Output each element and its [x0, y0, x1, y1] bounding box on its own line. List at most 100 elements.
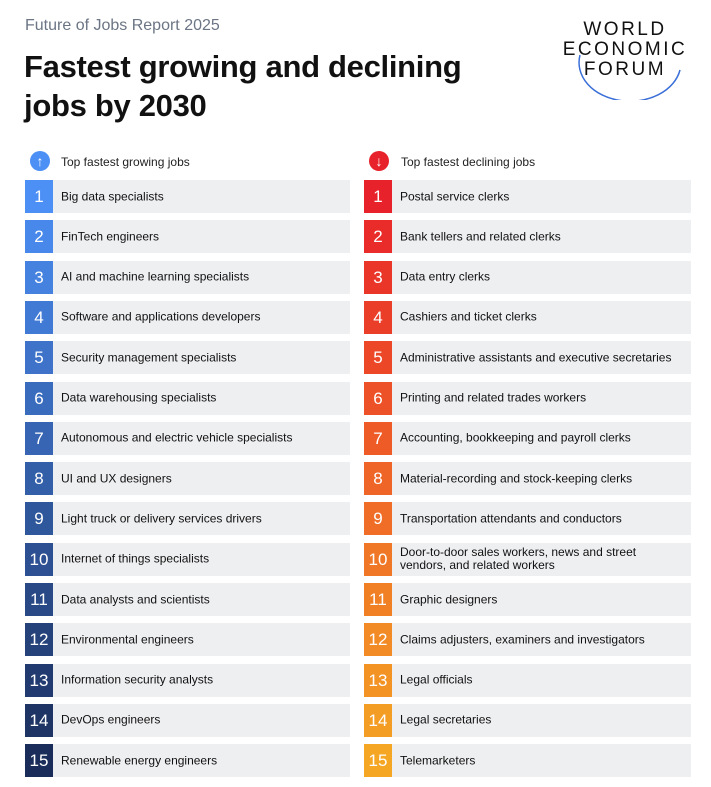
job-label: Renewable energy engineers — [61, 753, 218, 768]
job-label: Data warehousing specialists — [61, 390, 217, 405]
rank: 11 — [25, 583, 53, 616]
job-label: UI and UX designers — [61, 471, 172, 486]
rank: 3 — [364, 260, 392, 294]
job-row: 15 Renewable energy engineers — [25, 744, 350, 778]
job-label: Printing and related trades workers — [400, 390, 587, 405]
column-heading: Top fastest declining jobs — [401, 155, 536, 169]
job-row: 8 Material-recording and stock-keeping cl… — [364, 462, 691, 496]
job-label: Bank tellers and related clerks — [400, 229, 561, 244]
rank: 4 — [25, 300, 53, 334]
job-label: Big data specialists — [61, 189, 164, 203]
rank: 13 — [25, 663, 53, 697]
rank: 9 — [364, 502, 392, 536]
logo-line: WORLD — [583, 19, 667, 40]
rank: 10 — [25, 542, 53, 576]
rank: 14 — [25, 703, 53, 737]
rank: 8 — [364, 462, 392, 496]
job-row: 3 AI and machine learning specialists — [25, 260, 350, 294]
rank: 1 — [25, 180, 53, 213]
job-label: Security management specialists — [61, 350, 237, 365]
rank: 14 — [364, 703, 392, 737]
job-row: 12 Environmental engineers — [25, 623, 350, 657]
rank: 6 — [364, 381, 392, 415]
job-label: Transportation attendants and conductors — [400, 511, 622, 526]
job-row: 10 Door-to-door sales workers, news and s… — [364, 542, 691, 576]
job-row: 3 Data entry clerks — [364, 260, 691, 294]
rank: 15 — [364, 744, 392, 778]
rank: 13 — [364, 663, 392, 697]
rank: 9 — [25, 502, 53, 536]
logo-arc — [578, 54, 681, 100]
column-heading: Top fastest growing jobs — [61, 155, 190, 169]
rank: 12 — [364, 623, 392, 657]
job-row: 13 Legal officials — [364, 663, 691, 697]
rank: 6 — [25, 381, 53, 415]
job-row: 9 Light truck or delivery services driver… — [25, 502, 350, 536]
job-label: Software and applications developers — [61, 309, 261, 324]
job-row: 5 Security management specialists — [25, 341, 350, 375]
rank: 3 — [25, 260, 53, 294]
job-row: 14 Legal secretaries — [364, 703, 691, 737]
job-row: 7 Autonomous and electric vehicle special… — [25, 421, 350, 455]
job-label: Postal service clerks — [400, 189, 510, 203]
job-row: 13 Information security analysts — [25, 663, 350, 697]
job-label: Legal officials — [400, 672, 473, 687]
logo-line: FORUM — [583, 59, 667, 80]
rank: 1 — [364, 180, 392, 213]
job-label: FinTech engineers — [61, 229, 160, 244]
job-label: Autonomous and electric vehicle speciali… — [61, 430, 293, 445]
rank: 7 — [25, 421, 53, 455]
job-label: Telemarketers — [400, 753, 476, 768]
rank: 12 — [25, 623, 53, 657]
job-label: Environmental engineers — [61, 632, 194, 647]
job-row: 7 Accounting, bookkeeping and payroll cle… — [364, 421, 691, 455]
job-label: Door-to-door sales workers, news and str… — [400, 545, 637, 573]
job-row: 11 Graphic designers — [364, 583, 691, 616]
job-row: 4 Software and applications developers — [25, 300, 350, 334]
job-row: 9 Transportation attendants and conductor… — [364, 502, 691, 536]
rank: 2 — [25, 220, 53, 254]
rank: 7 — [364, 421, 392, 455]
job-row: 5 Administrative assistants and executive… — [364, 341, 691, 375]
job-row: 6 Printing and related trades workers — [364, 381, 691, 415]
rank: 11 — [364, 583, 392, 616]
job-label: Administrative assistants and executive … — [400, 350, 672, 365]
logo: WORLD ECONOMIC FORUM — [560, 20, 690, 80]
job-row: 11 Data analysts and scientists — [25, 583, 350, 616]
job-label: Internet of things specialists — [61, 551, 210, 566]
job-label: Cashiers and ticket clerks — [400, 309, 537, 324]
rank: 4 — [364, 300, 392, 334]
logo-line: ECONOMIC — [562, 39, 688, 60]
job-row: 12 Claims adjusters, examiners and invest… — [364, 623, 691, 657]
job-row: 1 Big data specialists — [25, 180, 350, 213]
job-label: Information security analysts — [61, 672, 214, 687]
job-label: DevOps engineers — [61, 712, 161, 727]
job-row: 6 Data warehousing specialists — [25, 381, 350, 415]
job-label: Data analysts and scientists — [61, 592, 210, 606]
job-row: 2 FinTech engineers — [25, 220, 350, 254]
subtitle: Future of Jobs Report 2025 — [25, 17, 220, 34]
job-label: Graphic designers — [400, 592, 498, 606]
job-row: 10 Internet of things specialists — [25, 542, 350, 576]
rank: 5 — [364, 341, 392, 375]
job-row: 4 Cashiers and ticket clerks — [364, 300, 691, 334]
job-label: AI and machine learning specialists — [61, 269, 250, 284]
job-row: 2 Bank tellers and related clerks — [364, 220, 691, 254]
job-label: Material-recording and stock-keeping cle… — [400, 471, 633, 486]
rank: 10 — [364, 542, 392, 576]
job-label: Light truck or delivery services drivers — [61, 511, 262, 526]
down-icon: ↓ — [369, 151, 389, 171]
job-label: Accounting, bookkeeping and payroll cler… — [400, 430, 631, 445]
rank: 8 — [25, 462, 53, 496]
job-row: 1 Postal service clerks — [364, 180, 691, 213]
job-label: Claims adjusters, examiners and investig… — [400, 632, 645, 647]
job-row: 14 DevOps engineers — [25, 703, 350, 737]
up-icon: ↑ — [30, 151, 50, 171]
rank: 5 — [25, 341, 53, 375]
rank: 15 — [25, 744, 53, 778]
job-label: Legal secretaries — [400, 712, 492, 727]
rank: 2 — [364, 220, 392, 254]
job-row: 8 UI and UX designers — [25, 462, 350, 496]
job-label: Data entry clerks — [400, 269, 491, 284]
